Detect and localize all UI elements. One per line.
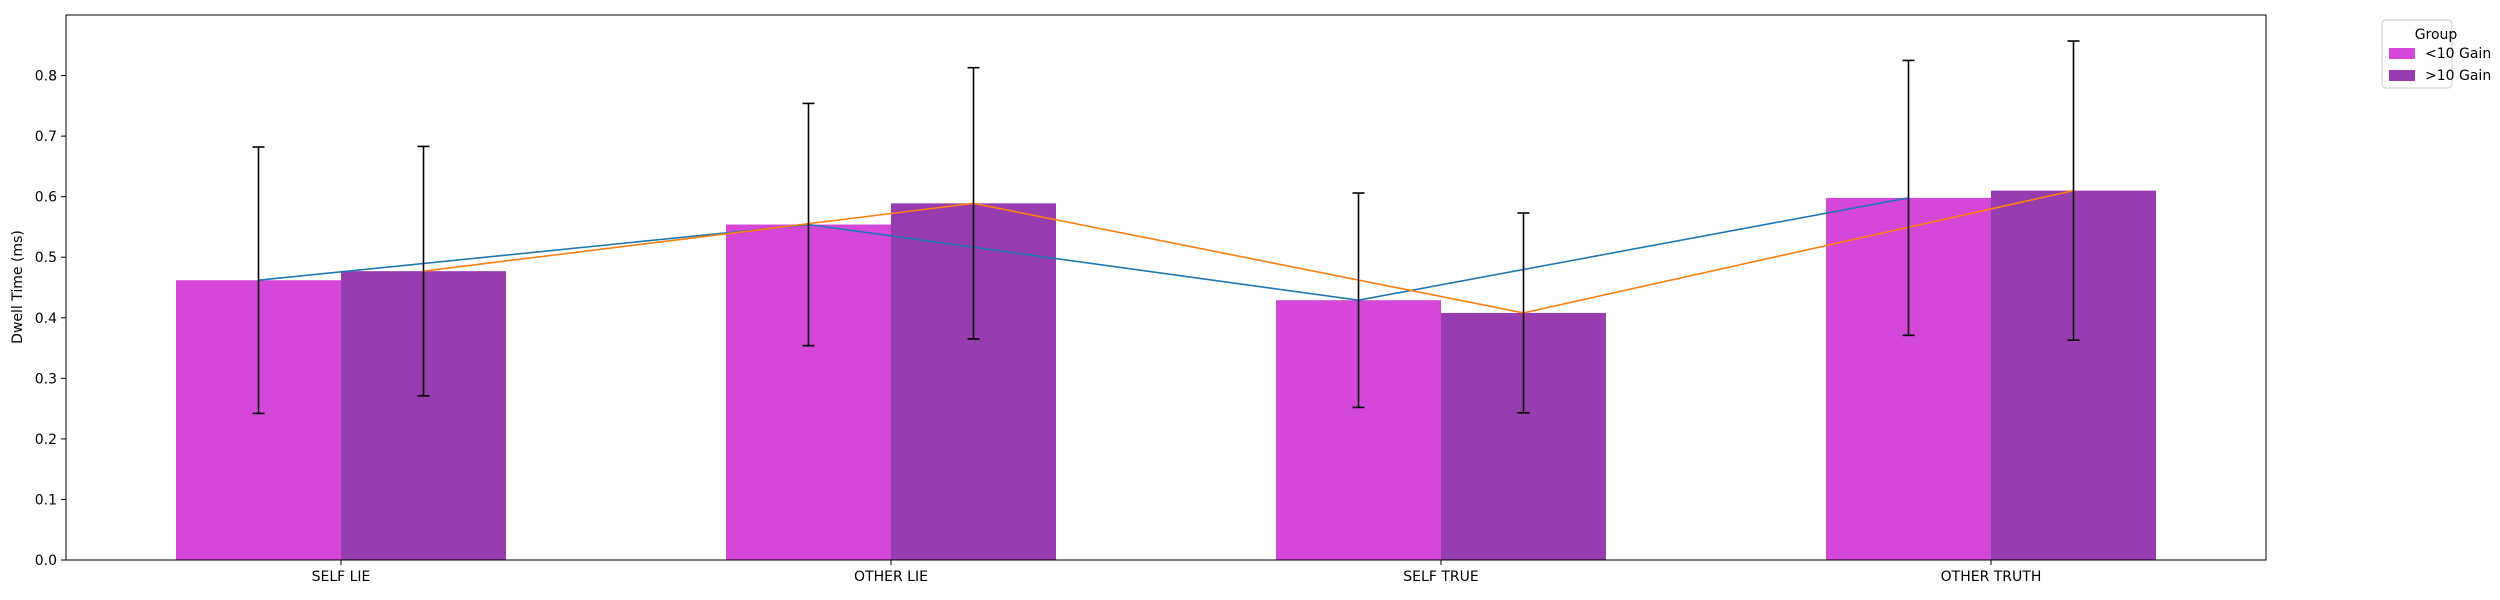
series-line-lt10 [258,197,1909,302]
x-tick-label: SELF LIE [312,569,371,585]
legend-label-gt10-gain: >10 Gain [2425,68,2491,84]
y-tick-label: 0.6 [35,190,57,206]
y-tick-label: 0.8 [35,69,57,85]
error-bar-gt10-3 [2067,40,2080,341]
series-lines-layer [258,189,2074,314]
x-tick-label: OTHER TRUTH [1941,569,2042,585]
series-line-gt10 [423,189,2074,314]
x-tick-label: SELF TRUE [1403,569,1478,585]
y-tick-label: 0.3 [35,371,57,387]
error-bars-layer [252,40,2080,415]
legend-swatch-lt10-gain [2389,48,2415,59]
x-axis: SELF LIE OTHER LIE SELF TRUE OTHER TRUTH [312,560,2042,585]
legend-swatch-gt10-gain [2389,70,2415,81]
legend-label-lt10-gain: <10 Gain [2425,46,2491,62]
error-bar-lt10-1 [802,102,815,347]
y-tick-label: 0.4 [35,311,57,327]
y-axis: 0.0 0.1 0.2 0.3 0.4 0.5 0.6 0.7 0.8 [35,69,66,569]
y-tick-label: 0.5 [35,250,57,266]
y-tick-label: 0.0 [35,553,57,569]
error-bar-lt10-3 [1902,59,1915,337]
error-bar-lt10-0 [252,146,265,415]
y-axis-label: Dwell Time (ms) [10,230,26,344]
legend: Group <10 Gain >10 Gain [2381,19,2491,89]
error-bar-gt10-0 [417,145,430,397]
error-bar-lt10-2 [1352,192,1365,409]
error-bar-gt10-2 [1517,212,1530,414]
y-tick-label: 0.2 [35,432,57,448]
x-tick-label: OTHER LIE [854,569,928,585]
plot-frame [65,14,2267,561]
error-bar-gt10-1 [967,66,980,340]
legend-title: Group [2415,27,2458,43]
y-tick-label: 0.7 [35,129,57,145]
y-tick-label: 0.1 [35,492,57,508]
